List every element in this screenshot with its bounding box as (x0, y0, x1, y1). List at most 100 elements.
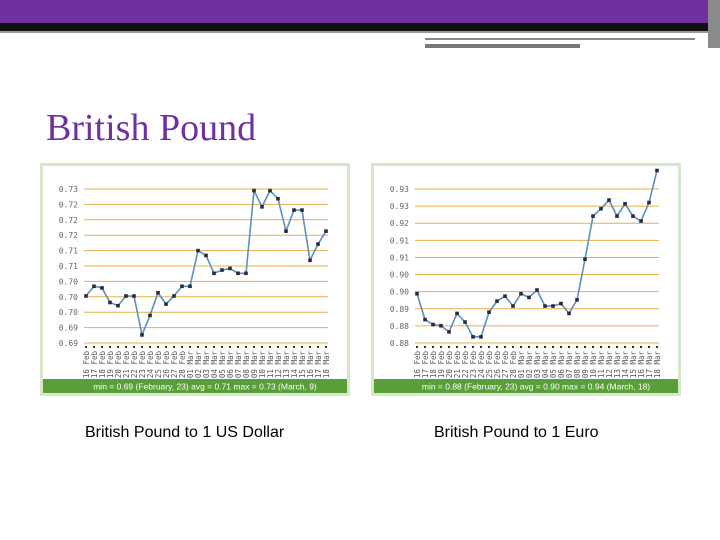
x-tick-label: 20 Feb (114, 351, 123, 379)
data-point (292, 208, 296, 212)
data-point (583, 257, 587, 262)
x-tick-label: 17 Feb (90, 351, 99, 379)
data-point (575, 298, 579, 302)
x-tick-mark (149, 346, 151, 348)
data-point (647, 200, 651, 205)
data-point (276, 196, 280, 201)
x-tick-mark (93, 346, 95, 348)
decorative-block (708, 0, 720, 48)
data-point (204, 253, 208, 258)
x-tick-label: 22 Feb (461, 351, 470, 379)
x-tick-label: 22 Feb (130, 351, 139, 379)
x-tick-mark (317, 346, 319, 348)
x-tick-label: 23 Feb (138, 351, 147, 379)
x-tick-label: 26 Feb (162, 351, 171, 379)
x-tick-mark (616, 346, 618, 348)
data-point (92, 284, 96, 289)
x-tick-label: 21 Feb (122, 351, 131, 379)
x-tick-label: 01 Mar (186, 351, 195, 379)
x-tick-mark (512, 346, 514, 348)
y-tick-label: 0.73 (59, 185, 78, 194)
x-tick-label: 17 Feb (421, 351, 430, 379)
data-point (431, 322, 435, 327)
x-tick-mark (496, 346, 498, 348)
data-point (551, 304, 555, 308)
data-point (615, 214, 619, 218)
data-point (316, 242, 320, 246)
y-tick-label: 0.88 (390, 339, 409, 348)
x-tick-label: 18 Mar (653, 351, 662, 379)
x-tick-label: 12 Mar (274, 351, 283, 379)
y-axis: 0.73 0.72 0.72 0.72 0.71 0.71 0.70 0.70 0.70 0.69… (59, 185, 328, 348)
data-point (260, 205, 264, 209)
data-point (519, 291, 523, 296)
x-tick-label: 15 Mar (298, 351, 307, 379)
x-tick-mark (448, 346, 450, 348)
x-tick-label: 03 Mar (202, 351, 211, 379)
data-point (124, 294, 128, 298)
x-tick-label: 23 Feb (469, 351, 478, 379)
x-tick-label: 16 Feb (413, 351, 422, 379)
x-tick-mark (440, 346, 442, 348)
data-point (559, 301, 563, 306)
chart-gbp-eur: 0.93 0.93 0.92 0.91 0.91 0.90 0.90 0.89 0.88 0.88… (371, 163, 681, 396)
x-tick-mark (141, 346, 143, 348)
data-point (284, 229, 288, 233)
x-tick-mark (117, 346, 119, 348)
y-tick-label: 0.70 (59, 308, 78, 317)
chart-caption-usd: British Pound to 1 US Dollar (85, 424, 285, 441)
y-tick-label: 0.70 (59, 293, 78, 302)
x-tick-label: 27 Feb (170, 351, 179, 379)
x-tick-label: 05 Mar (549, 351, 558, 379)
data-point (503, 294, 507, 298)
data-point (228, 266, 232, 271)
data-point (324, 229, 328, 233)
x-tick-mark (277, 346, 279, 348)
y-tick-label: 0.90 (390, 271, 409, 280)
x-tick-mark (456, 346, 458, 348)
x-tick-label: 16 Mar (637, 351, 646, 379)
x-tick-mark (424, 346, 426, 348)
data-point (100, 286, 104, 290)
y-tick-label: 0.71 (59, 247, 78, 256)
data-point (527, 295, 531, 300)
x-tick-mark (221, 346, 223, 348)
data-point (495, 299, 499, 303)
y-tick-label: 0.88 (390, 322, 409, 331)
x-tick-mark (293, 346, 295, 348)
data-point (599, 206, 603, 211)
x-tick-mark (245, 346, 247, 348)
data-point (252, 188, 256, 193)
data-point (172, 294, 176, 298)
data-point (212, 271, 216, 276)
chart-footer-bar (43, 379, 347, 393)
x-tick-mark (472, 346, 474, 348)
x-tick-mark (600, 346, 602, 348)
x-tick-mark (648, 346, 650, 348)
x-tick-label: 25 Feb (485, 351, 494, 379)
chart-gbp-usd: 0.73 0.72 0.72 0.72 0.71 0.71 0.70 0.70 0.70 0.69… (40, 163, 350, 396)
x-tick-mark (189, 346, 191, 348)
x-tick-label: 25 Feb (154, 351, 163, 379)
x-tick-mark (656, 346, 658, 348)
y-tick-label: 0.91 (390, 236, 409, 245)
y-tick-label: 0.70 (59, 277, 78, 286)
data-point (140, 333, 144, 337)
data-point (535, 288, 539, 292)
x-tick-label: 21 Feb (453, 351, 462, 379)
data-point (487, 310, 491, 314)
x-tick-mark (576, 346, 578, 348)
x-tick-mark (173, 346, 175, 348)
top-dark-band (0, 23, 720, 31)
x-tick-label: 11 Mar (597, 351, 606, 379)
chart-background (374, 166, 678, 393)
chart-footer-stats: min = 0.88 (February, 23) avg = 0.90 max… (422, 382, 650, 392)
x-tick-mark (632, 346, 634, 348)
x-tick-mark (101, 346, 103, 348)
x-tick-mark (133, 346, 135, 348)
x-tick-mark (536, 346, 538, 348)
y-tick-label: 0.91 (390, 253, 409, 262)
y-tick-label: 0.71 (59, 262, 78, 271)
x-tick-mark (181, 346, 183, 348)
data-point (511, 304, 515, 308)
